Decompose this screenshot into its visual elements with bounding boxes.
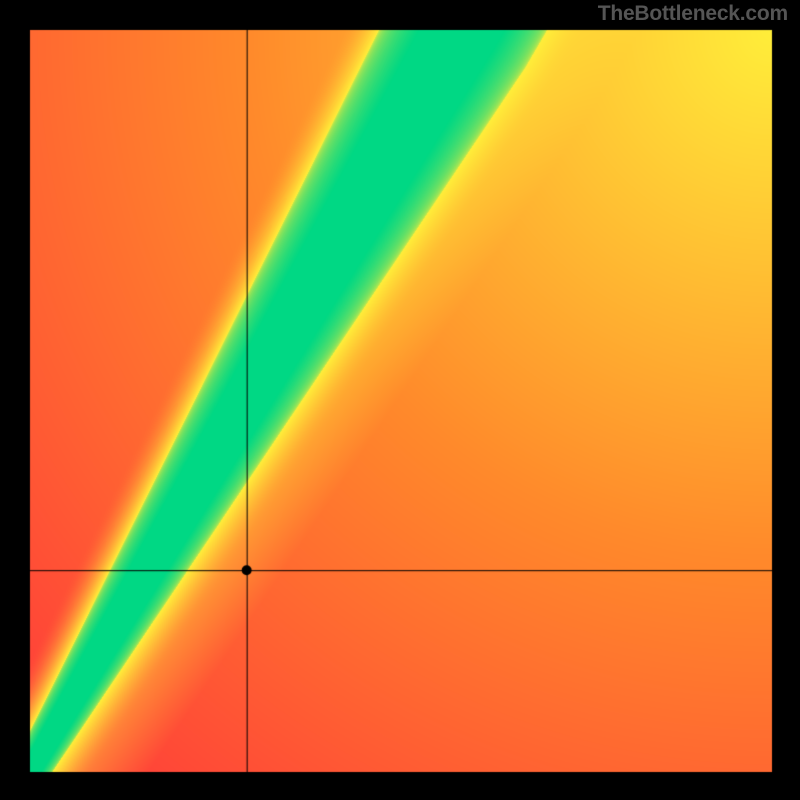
bottleneck-heatmap <box>0 0 800 800</box>
watermark-text: TheBottleneck.com <box>598 2 788 26</box>
